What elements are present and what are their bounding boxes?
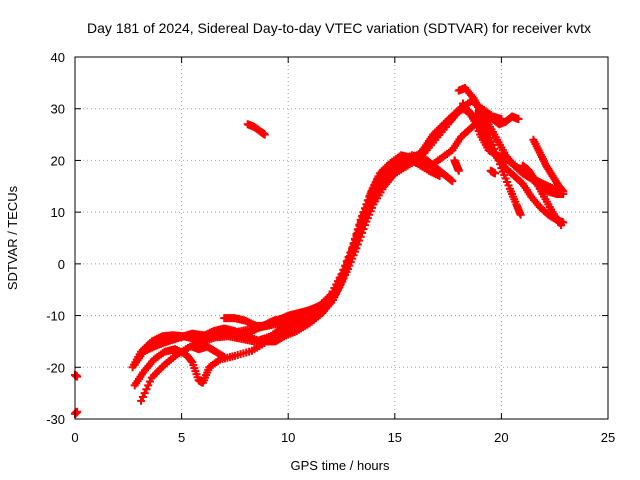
y-tick-label: 40 <box>51 50 65 65</box>
y-tick-label: 20 <box>51 153 65 168</box>
grid <box>75 57 608 419</box>
x-tick-label: 25 <box>601 430 615 445</box>
data-point <box>344 256 353 265</box>
series-track-12 <box>471 109 525 219</box>
x-tick-label: 10 <box>281 430 295 445</box>
data-point <box>350 239 359 248</box>
data-point <box>514 115 523 124</box>
data-point <box>491 169 500 178</box>
series-track-17 <box>450 156 463 175</box>
data-point <box>347 247 356 256</box>
data-point <box>557 221 566 230</box>
data-point <box>354 226 363 235</box>
data-point <box>343 260 352 269</box>
data-point <box>353 230 362 239</box>
data-point <box>363 200 372 209</box>
data-point <box>361 204 370 213</box>
series-track-15 <box>529 135 568 196</box>
data-point <box>220 352 229 361</box>
series-track-20 <box>262 314 305 346</box>
data-point <box>491 148 500 157</box>
data-point <box>260 130 269 139</box>
data-point <box>358 213 367 222</box>
data-point <box>341 265 350 274</box>
y-tick-label: 0 <box>58 257 65 272</box>
series-track-9 <box>237 102 563 338</box>
series-track-3 <box>243 120 269 139</box>
data-point <box>357 217 366 226</box>
data-point <box>351 234 360 243</box>
data-point <box>346 252 355 261</box>
data-point <box>516 210 525 219</box>
data-point <box>138 393 147 402</box>
data-point <box>296 314 305 323</box>
data-point <box>559 187 568 196</box>
data-point <box>364 196 373 205</box>
data-point <box>488 140 497 149</box>
series-track-11 <box>459 99 568 227</box>
x-tick-label: 5 <box>178 430 185 445</box>
chart-title: Day 181 of 2024, Sidereal Day-to-day VTE… <box>87 20 591 36</box>
series-track-6 <box>128 96 506 372</box>
data-point <box>360 209 369 218</box>
y-axis-label: SDTVAR / TECUs <box>5 185 20 290</box>
data-point <box>448 177 457 186</box>
plot-frame <box>74 56 609 420</box>
data-point <box>365 191 374 200</box>
x-tick-label: 0 <box>71 430 78 445</box>
data-points <box>71 84 568 418</box>
y-tick-label: -20 <box>46 360 65 375</box>
y-tick-label: 30 <box>51 102 65 117</box>
data-point <box>142 385 151 394</box>
data-point <box>495 160 504 169</box>
series-track-2 <box>71 407 82 418</box>
series-track-19 <box>188 342 229 361</box>
series-track-8 <box>220 117 482 330</box>
y-tick-label: -30 <box>46 412 65 427</box>
data-point <box>355 221 364 230</box>
data-point <box>490 144 499 153</box>
series-track-10 <box>454 84 568 199</box>
data-point <box>494 156 503 165</box>
data-point <box>73 372 82 381</box>
data-point <box>348 243 357 252</box>
axis-ticks: 0 5 10 15 20 25 -30 -20 -10 0 10 20 30 40 <box>46 50 615 445</box>
data-point <box>73 407 82 416</box>
series-track-16 <box>416 151 457 186</box>
y-tick-label: 10 <box>51 205 65 220</box>
data-point <box>187 356 196 365</box>
x-tick-label: 20 <box>494 430 508 445</box>
series-track-14 <box>518 161 566 230</box>
data-point <box>145 377 154 386</box>
data-point <box>140 389 149 398</box>
series-track-1 <box>71 371 82 381</box>
data-point <box>454 166 463 175</box>
series-track-13 <box>482 112 523 129</box>
x-tick-label: 15 <box>388 430 402 445</box>
data-point <box>493 152 502 161</box>
y-tick-label: -10 <box>46 309 65 324</box>
data-point <box>144 381 153 390</box>
data-point <box>137 396 146 405</box>
series-track-18 <box>486 166 500 178</box>
x-axis-label: GPS time / hours <box>291 458 390 473</box>
